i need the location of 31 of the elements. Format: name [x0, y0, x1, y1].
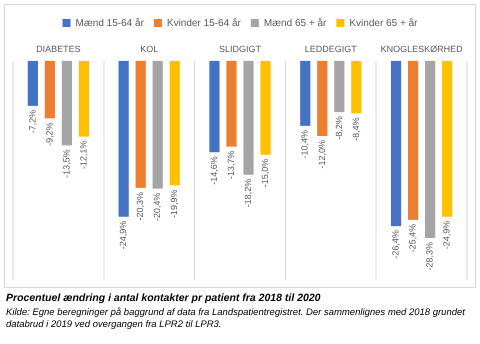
x-tick-label: KOL	[140, 44, 158, 54]
data-label: -28,3%	[424, 242, 435, 271]
x-tick-label: KNOGLESKØRHED	[380, 44, 464, 54]
data-label: -19,9%	[169, 189, 180, 218]
data-label: -14,6%	[208, 156, 219, 185]
data-label: -13,7%	[226, 150, 236, 180]
data-label: -15,0%	[260, 158, 270, 188]
x-tick-label: LEDDEGIGT	[304, 44, 358, 54]
x-tick-label: DIABETES	[36, 44, 81, 54]
data-label: -8,4%	[350, 117, 361, 141]
data-label: -25,4%	[408, 224, 418, 252]
data-label: -10,4%	[300, 130, 310, 158]
text: Kilde: Egne beregninger på baggrund af data fra Landspatientregistret. Der sammenlignes med 2018 grundet databrud i 2019 ved overgangen fra LPR2 til LPR3.	[6, 307, 466, 331]
data-label: -18,2%	[242, 178, 253, 208]
data-label: -8,2%	[334, 116, 344, 140]
legend-label: Kvinder 65 + år	[349, 16, 418, 29]
data-label: -13,5%	[61, 149, 72, 178]
text: Procentuel ændring i antal kontakter pr patient fra 2018 til 2020	[6, 292, 322, 304]
data-label: -24,9%	[118, 220, 128, 250]
data-label: -7,2%	[27, 110, 38, 134]
legend-label: Kvinder 15-64 år	[166, 16, 242, 29]
data-label: -26,4%	[390, 230, 401, 259]
data-label: -24,9%	[442, 220, 452, 250]
data-label: -12,1%	[78, 140, 88, 170]
legend-label: Mænd 65 + år	[264, 16, 328, 29]
x-tick-label: SLIDGIGT	[218, 44, 262, 54]
data-label: -12,0%	[316, 140, 327, 168]
data-label: -9,2%	[44, 122, 54, 146]
data-label: -20,4%	[152, 192, 162, 222]
data-label: -20,3%	[135, 192, 146, 220]
legend-label: Mænd 15-64 år	[76, 16, 145, 29]
